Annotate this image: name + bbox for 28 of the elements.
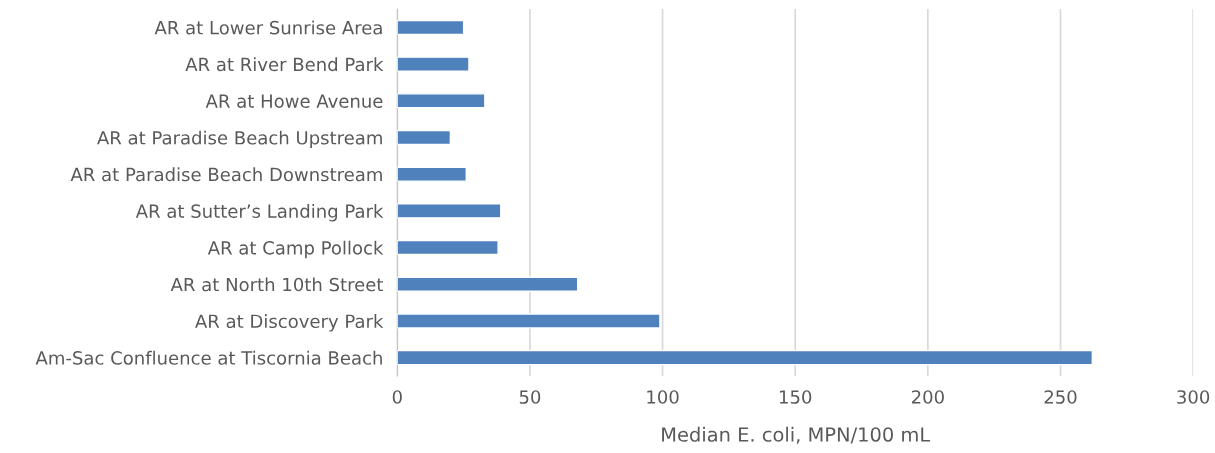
bar: [397, 313, 661, 329]
x-tick-label: 100: [647, 390, 679, 404]
y-tick-label: AR at Paradise Beach Upstream: [97, 130, 382, 149]
y-tick-label: AR at River Bend Park: [185, 57, 384, 72]
y-tick-label: Am-Sac Confluence at Tiscornia Beach: [35, 350, 382, 365]
bar: [397, 349, 1094, 366]
y-tick-label: AR at Lower Sunrise Area: [154, 20, 382, 35]
bar: [397, 19, 465, 36]
bar: [397, 93, 486, 109]
y-tick-label: AR at Camp Pollock: [207, 240, 384, 259]
bar: [397, 166, 467, 182]
x-tick-label: 200: [911, 390, 944, 404]
bar: [397, 239, 499, 256]
y-tick-label: AR at Sutter’s Landing Park: [135, 204, 384, 222]
y-tick-label: AR at Paradise Beach Downstream: [70, 167, 382, 182]
x-axis-title: Median E. coli, MPN/100 mL: [662, 426, 931, 444]
bar: [397, 203, 502, 219]
x-tick-label: 50: [519, 390, 541, 404]
x-tick-label: 300: [1177, 390, 1210, 404]
bar: [397, 276, 579, 292]
y-tick-label: AR at Discovery Park: [195, 314, 384, 332]
x-tick-label: 0: [392, 390, 402, 404]
bar: [397, 129, 452, 146]
x-tick-label: 250: [1044, 390, 1077, 404]
y-tick-label: AR at North 10th Street: [170, 277, 383, 292]
x-tick-label: 150: [779, 390, 812, 404]
y-tick-label: AR at Howe Avenue: [205, 94, 383, 108]
bar: [397, 56, 470, 72]
